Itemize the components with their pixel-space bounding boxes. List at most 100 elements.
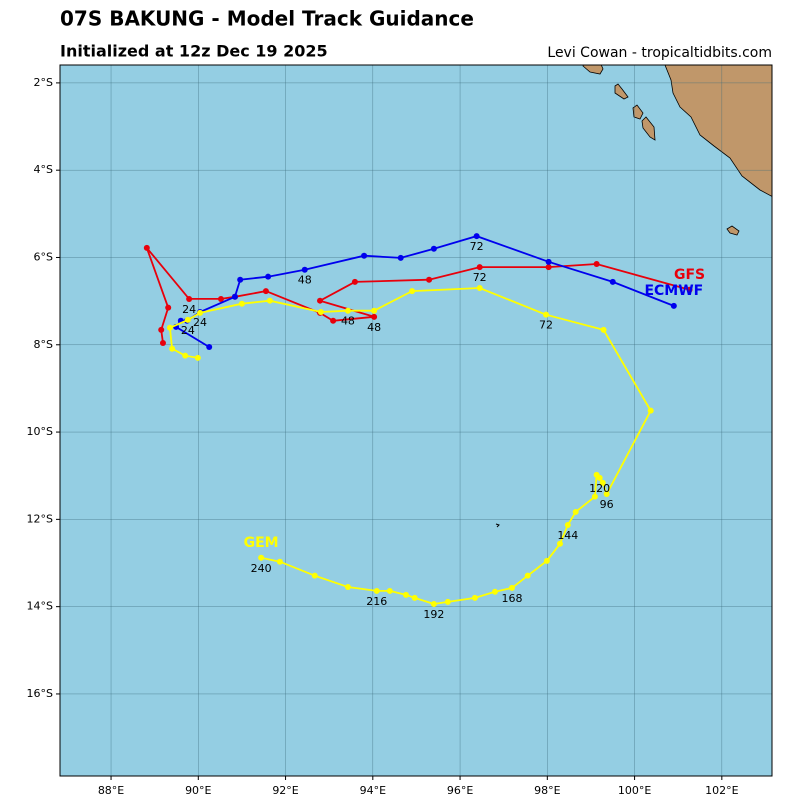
track-point: [545, 258, 552, 265]
track-point: [430, 245, 437, 252]
track-point: [165, 304, 172, 311]
y-tick-label: 2°S: [34, 76, 53, 89]
track-point: [593, 471, 600, 478]
hour-label: 240: [251, 562, 272, 575]
track-line: [145, 247, 690, 344]
track-point: [543, 311, 550, 318]
hour-label: 48: [341, 315, 355, 328]
track-point: [386, 587, 393, 594]
x-tick-label: 102°E: [705, 784, 738, 797]
hour-label: 24: [182, 303, 196, 316]
hour-label: 168: [501, 592, 522, 605]
track-point: [476, 264, 483, 271]
y-tick-label: 12°S: [27, 512, 53, 525]
y-tick-label: 8°S: [34, 338, 53, 351]
track-point: [231, 293, 238, 300]
y-tick-label: 10°S: [27, 425, 53, 438]
grid: 88°E 90°E 92°E 94°E 96°E 98°E 100°E 102°E 2°S 4°S…: [27, 65, 772, 797]
track-point: [397, 254, 404, 261]
track-point: [599, 479, 606, 486]
frame: [59, 64, 773, 777]
landmass: [664, 65, 772, 197]
track-point: [430, 601, 437, 608]
track-point: [670, 302, 677, 309]
labels: 24 48 72 GFS 24 48 72 ECMWF 24 48 72 96 120 144 168 192…: [181, 240, 705, 621]
track-point: [266, 297, 273, 304]
track-point: [473, 233, 480, 240]
track-point: [411, 594, 418, 601]
track-point: [556, 540, 563, 547]
hour-label: 72: [539, 319, 553, 332]
track-point: [344, 584, 351, 591]
model-name: GEM: [244, 535, 279, 551]
island: [582, 65, 604, 75]
track-point: [409, 288, 416, 295]
track-point: [197, 309, 204, 316]
track-point: [301, 266, 308, 273]
y-tick-label: 4°S: [34, 163, 53, 176]
x-tick-label: 88°E: [98, 784, 124, 797]
track-point: [194, 354, 201, 361]
tracks: [143, 233, 693, 608]
track-point: [217, 295, 224, 302]
track-point: [317, 297, 324, 304]
track-point: [330, 317, 337, 324]
y-tick-label: 14°S: [27, 600, 53, 613]
chart-subtitle: Initialized at 12z Dec 19 2025: [60, 42, 328, 61]
x-tick-label: 96°E: [447, 784, 473, 797]
track-point: [184, 316, 191, 323]
hour-label: 72: [470, 240, 484, 253]
x-tick-label: 90°E: [185, 784, 211, 797]
hour-label: 120: [589, 482, 610, 495]
track-point: [159, 340, 166, 347]
track-point: [166, 324, 173, 331]
y-tick-label: 6°S: [34, 250, 53, 263]
track-point: [609, 278, 616, 285]
track-point: [311, 572, 318, 579]
track-point: [344, 307, 351, 314]
hour-label: 48: [298, 274, 312, 287]
track-point: [591, 493, 598, 500]
track-point: [262, 288, 269, 295]
track-point: [686, 286, 693, 293]
track-point: [600, 326, 607, 333]
track-point: [491, 588, 498, 595]
hour-label: 48: [367, 321, 381, 334]
track-point: [593, 261, 600, 268]
track-point: [603, 491, 610, 498]
track-point: [182, 352, 189, 359]
track-point: [476, 285, 483, 292]
track-point: [361, 252, 368, 259]
x-tick-label: 92°E: [272, 784, 298, 797]
track-point: [237, 276, 244, 283]
credit: Levi Cowan - tropicaltidbits.com: [547, 45, 772, 61]
track-point: [543, 557, 550, 564]
y-tick-label: 16°S: [27, 687, 53, 700]
model-name: GFS: [674, 267, 705, 283]
track-point: [258, 554, 265, 561]
hour-label: 216: [366, 595, 387, 608]
hour-label: 96: [600, 498, 614, 511]
hour-label: 24: [181, 324, 195, 337]
hour-label: 24: [193, 316, 207, 329]
track-point: [276, 558, 283, 565]
island: [641, 116, 656, 141]
chart-title: 07S BAKUNG - Model Track Guidance: [60, 7, 474, 31]
track-point: [471, 594, 478, 601]
x-tick-label: 100°E: [618, 784, 651, 797]
island: [614, 83, 629, 100]
track-point: [371, 313, 378, 320]
track-point: [647, 407, 654, 414]
track-point: [143, 244, 150, 251]
track-point: [238, 300, 245, 307]
track-point: [426, 276, 433, 283]
hour-label: 192: [423, 608, 444, 621]
track-point: [317, 309, 324, 316]
hour-label: 144: [557, 529, 578, 542]
islet: [495, 523, 500, 528]
track-point: [265, 273, 272, 280]
x-tick-label: 94°E: [360, 784, 386, 797]
track-point: [402, 591, 409, 598]
track-point: [524, 572, 531, 579]
